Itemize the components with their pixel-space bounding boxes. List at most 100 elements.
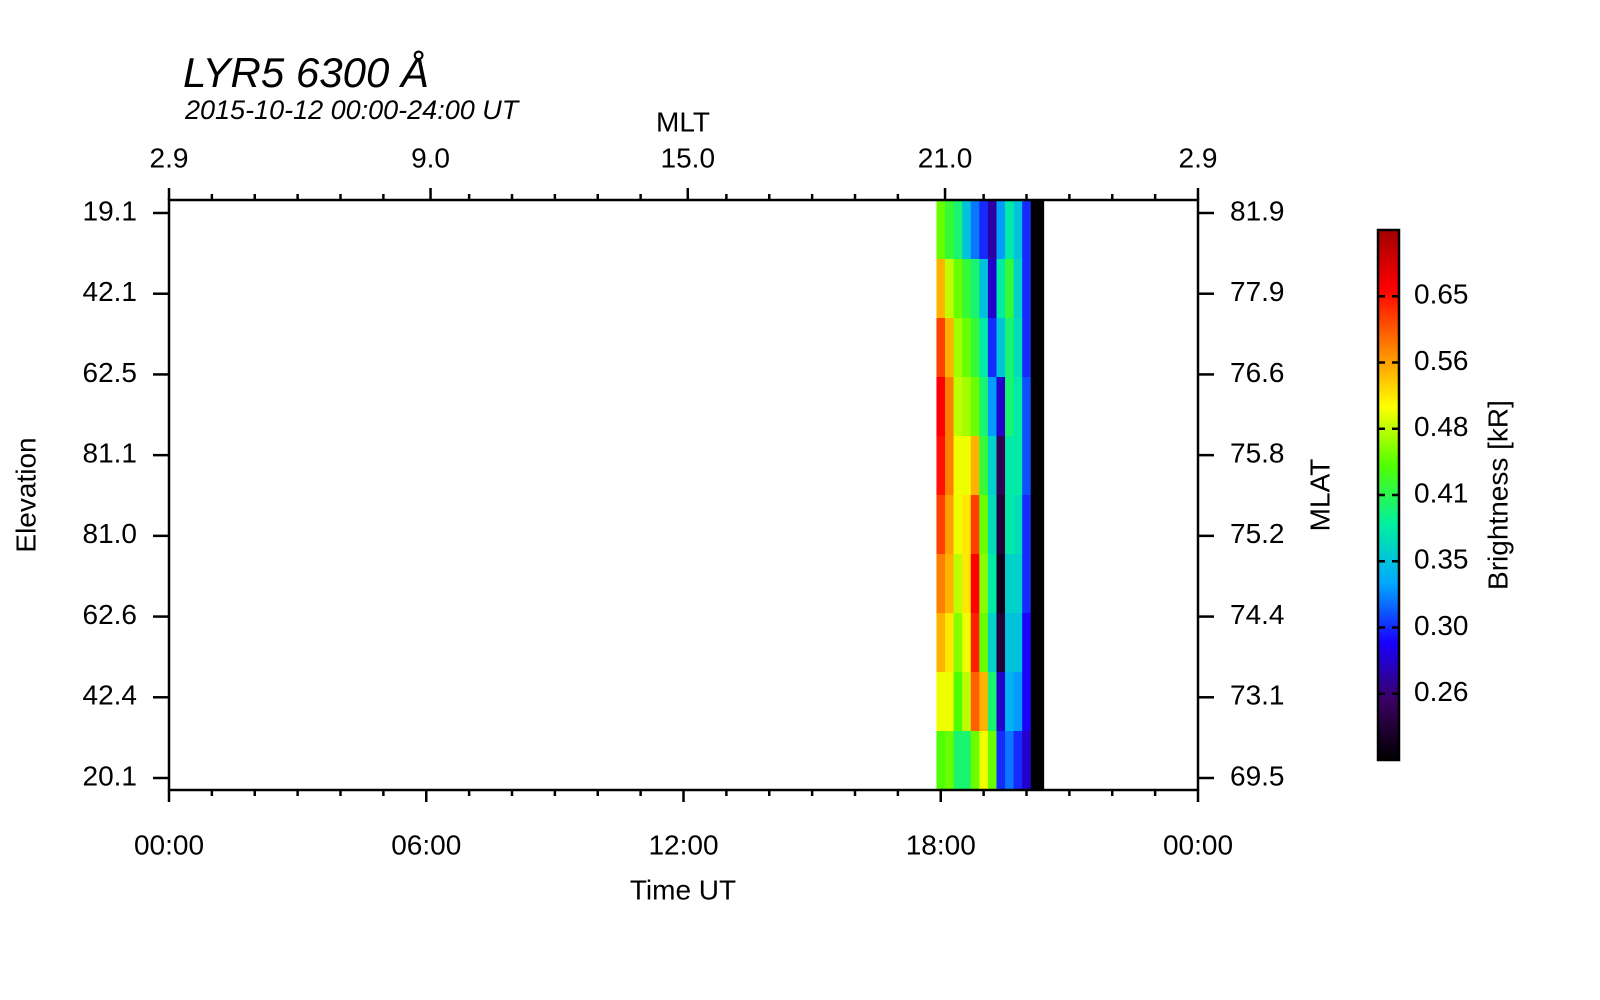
- heatmap-cell: [945, 259, 955, 319]
- heatmap-cell: [1005, 554, 1015, 614]
- heatmap-cell: [996, 259, 1006, 319]
- heatmap-cell: [962, 554, 972, 614]
- heatmap-cell: [953, 318, 963, 378]
- x-tick-label: 00:00: [1163, 829, 1233, 860]
- colorbar-tick-label: 0.30: [1414, 610, 1469, 641]
- heatmap-cell: [996, 495, 1006, 555]
- heatmap-cell: [1005, 318, 1015, 378]
- heatmap-cell: [936, 731, 946, 791]
- heatmap-cell: [987, 318, 997, 378]
- heatmap-cell: [953, 554, 963, 614]
- heatmap-cell: [962, 200, 972, 260]
- heatmap-cell: [996, 318, 1006, 378]
- heatmap-cell: [970, 200, 980, 260]
- y-tick-label: 62.6: [83, 599, 138, 630]
- heatmap-cell: [945, 672, 955, 732]
- heatmap-cell: [987, 200, 997, 260]
- heatmap-cell: [1030, 436, 1045, 496]
- heatmap-cell: [1013, 554, 1023, 614]
- x-axis-title: Time UT: [630, 874, 736, 905]
- heatmap-cell: [970, 259, 980, 319]
- heatmap-cell: [936, 554, 946, 614]
- y2-tick-label: 76.6: [1230, 357, 1285, 388]
- heatmap-cell: [953, 613, 963, 673]
- heatmap-cell: [953, 495, 963, 555]
- heatmap-cell: [1030, 318, 1045, 378]
- heatmap-cell: [953, 672, 963, 732]
- heatmap-cell: [979, 318, 989, 378]
- heatmap-cell: [987, 436, 997, 496]
- heatmap-cell: [979, 613, 989, 673]
- heatmap-cell: [1013, 613, 1023, 673]
- heatmap-cell: [953, 377, 963, 437]
- x-tick-label: 00:00: [134, 829, 204, 860]
- heatmap-cell: [962, 672, 972, 732]
- y2-tick-label: 73.1: [1230, 680, 1285, 711]
- heatmap-cell: [1005, 613, 1015, 673]
- y2-axis-title: MLAT: [1304, 459, 1335, 532]
- heatmap-cell: [1013, 200, 1023, 260]
- heatmap-cell: [996, 200, 1006, 260]
- colorbar-tick-label: 0.41: [1414, 477, 1469, 508]
- heatmap-cell: [945, 318, 955, 378]
- heatmap-cell: [936, 318, 946, 378]
- heatmap-cell: [987, 731, 997, 791]
- y-tick-label: 42.1: [83, 276, 138, 307]
- heatmap-cell: [987, 495, 997, 555]
- heatmap-cell: [970, 613, 980, 673]
- heatmap-cell: [996, 377, 1006, 437]
- heatmap-cell: [1030, 377, 1045, 437]
- heatmap-cell: [987, 377, 997, 437]
- heatmap-cell: [1013, 672, 1023, 732]
- heatmap-cell: [953, 731, 963, 791]
- y-tick-label: 62.5: [83, 357, 138, 388]
- x2-tick-label: 21.0: [918, 142, 973, 173]
- heatmap-cell: [996, 613, 1006, 673]
- heatmap-cell: [936, 672, 946, 732]
- y2-tick-label: 75.2: [1230, 518, 1285, 549]
- y2-tick-label: 81.9: [1230, 195, 1285, 226]
- x2-tick-label: 9.0: [411, 142, 450, 173]
- heatmap-cell: [953, 436, 963, 496]
- heatmap-cell: [1005, 259, 1015, 319]
- heatmap-cell: [936, 613, 946, 673]
- heatmap-cell: [979, 731, 989, 791]
- heatmap-cell: [1022, 377, 1032, 437]
- heatmap-cell: [936, 495, 946, 555]
- x-tick-label: 18:00: [906, 829, 976, 860]
- heatmap-cell: [987, 613, 997, 673]
- colorbar-tick-label: 0.35: [1414, 544, 1469, 575]
- heatmap-cell: [1005, 200, 1015, 260]
- heatmap-cell: [987, 672, 997, 732]
- heatmap-cell: [979, 554, 989, 614]
- heatmap-cell: [936, 436, 946, 496]
- y2-tick-label: 74.4: [1230, 599, 1285, 630]
- y2-tick-label: 75.8: [1230, 438, 1285, 469]
- heatmap-cell: [970, 731, 980, 791]
- heatmap-cell: [970, 495, 980, 555]
- heatmap-cell: [979, 436, 989, 496]
- heatmap-cell: [953, 200, 963, 260]
- y2-tick-label: 77.9: [1230, 276, 1285, 307]
- heatmap-cell: [945, 495, 955, 555]
- heatmap-cell: [1030, 731, 1045, 791]
- colorbar-tick-label: 0.65: [1414, 279, 1469, 310]
- heatmap-cell: [1022, 495, 1032, 555]
- heatmap-cell: [936, 377, 946, 437]
- chart-subtitle: 2015-10-12 00:00-24:00 UT: [184, 95, 521, 125]
- heatmap-cell: [1030, 200, 1045, 260]
- y-tick-label: 20.1: [83, 760, 138, 791]
- heatmap-cell: [1022, 613, 1032, 673]
- colorbar-title: Brightness [kR]: [1482, 400, 1513, 590]
- heatmap-cell: [1022, 731, 1032, 791]
- heatmap-cell: [996, 672, 1006, 732]
- colorbar-tick-label: 0.56: [1414, 345, 1469, 376]
- heatmap-cell: [1005, 436, 1015, 496]
- heatmap-cell: [970, 377, 980, 437]
- colorbar-tick-label: 0.26: [1414, 676, 1469, 707]
- heatmap-cell: [962, 377, 972, 437]
- y-tick-label: 81.1: [83, 438, 138, 469]
- heatmap-cell: [1022, 259, 1032, 319]
- heatmap-cell: [987, 259, 997, 319]
